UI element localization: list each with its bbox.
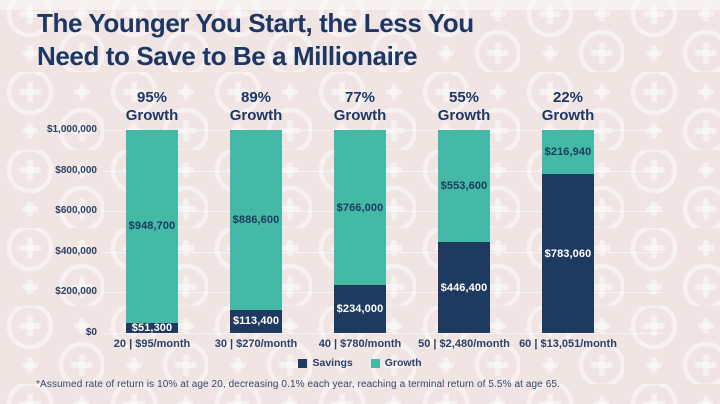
bar-segment-savings: $51,300 bbox=[126, 321, 178, 334]
bar-columns: 95% Growth $948,700 $51,300 20 | $95/month 89… bbox=[100, 88, 620, 350]
stacked-bar: $216,940 $783,060 bbox=[542, 130, 594, 333]
x-axis-label: 60 | $13,051/month bbox=[519, 338, 617, 350]
y-axis-tick: $1,000,000 bbox=[46, 124, 97, 135]
legend-item-savings: Savings bbox=[298, 357, 353, 369]
x-axis-label: 20 | $95/month bbox=[113, 338, 191, 350]
growth-percent-header: 95% Growth bbox=[100, 88, 204, 130]
bar-segment-savings: $113,400 bbox=[230, 309, 282, 333]
growth-percent-value: 89% bbox=[240, 89, 272, 106]
bar-column: 95% Growth $948,700 $51,300 20 | $95/month bbox=[100, 88, 204, 350]
legend-swatch-savings bbox=[298, 358, 308, 368]
savings-value-label: $234,000 bbox=[336, 303, 384, 316]
y-axis-tick: $200,000 bbox=[55, 286, 97, 298]
growth-word: Growth bbox=[437, 107, 491, 124]
bar-segment-growth: $216,940 bbox=[542, 130, 594, 175]
growth-word: Growth bbox=[541, 107, 595, 124]
savings-value-label: $51,300 bbox=[131, 321, 173, 334]
savings-value-label: $783,060 bbox=[544, 247, 592, 260]
bar-column: 55% Growth $553,600 $446,400 50 | $2,480/mon… bbox=[412, 88, 516, 350]
footnote: *Assumed rate of return is 10% at age 20… bbox=[36, 379, 560, 390]
growth-percent-value: 22% bbox=[552, 89, 584, 106]
bar-segment-savings: $234,000 bbox=[334, 285, 386, 333]
bar-segment-savings: $783,060 bbox=[542, 174, 594, 333]
growth-value-label: $553,600 bbox=[440, 180, 488, 193]
stacked-bar: $766,000 $234,000 bbox=[334, 130, 386, 333]
growth-percent-value: 55% bbox=[448, 89, 480, 106]
y-axis-tick: $600,000 bbox=[55, 205, 97, 217]
stacked-bar: $948,700 $51,300 bbox=[126, 130, 178, 334]
savings-value-label: $446,400 bbox=[440, 281, 488, 294]
page-title: The Younger You Start, the Less You Need… bbox=[37, 7, 474, 73]
legend-label: Savings bbox=[312, 357, 353, 369]
x-axis-label: 40 | $780/month bbox=[318, 338, 402, 350]
bar-segment-growth: $766,000 bbox=[334, 130, 386, 286]
growth-value-label: $216,940 bbox=[544, 146, 592, 159]
growth-value-label: $886,600 bbox=[232, 213, 280, 226]
growth-percent-header: 89% Growth bbox=[204, 88, 308, 130]
legend: Savings Growth bbox=[0, 357, 720, 369]
legend-item-growth: Growth bbox=[370, 357, 422, 369]
stacked-bar: $553,600 $446,400 bbox=[438, 130, 490, 333]
growth-word: Growth bbox=[125, 107, 179, 124]
y-axis-tick: $400,000 bbox=[55, 245, 97, 257]
growth-percent-header: 55% Growth bbox=[412, 88, 516, 130]
y-axis-tick: $0 bbox=[85, 327, 97, 338]
growth-percent-header: 22% Growth bbox=[516, 88, 620, 130]
x-axis-label: 30 | $270/month bbox=[214, 338, 298, 350]
bar-segment-growth: $886,600 bbox=[230, 130, 282, 310]
growth-value-label: $948,700 bbox=[128, 220, 176, 233]
title-line-2: Need to Save to Be a Millionaire bbox=[37, 41, 418, 71]
legend-swatch-growth bbox=[370, 358, 380, 368]
growth-percent-value: 95% bbox=[136, 89, 168, 106]
growth-value-label: $766,000 bbox=[336, 201, 384, 214]
y-axis-tick: $800,000 bbox=[55, 164, 97, 176]
top-light-band bbox=[0, 0, 720, 10]
x-axis-label: 50 | $2,480/month bbox=[418, 338, 510, 350]
growth-percent-value: 77% bbox=[344, 89, 376, 106]
bar-segment-growth: $948,700 bbox=[126, 130, 178, 323]
bar-segment-growth: $553,600 bbox=[438, 130, 490, 243]
growth-percent-header: 77% Growth bbox=[308, 88, 412, 130]
growth-word: Growth bbox=[333, 107, 387, 124]
stacked-bar: $886,600 $113,400 bbox=[230, 130, 282, 333]
savings-value-label: $113,400 bbox=[232, 315, 280, 328]
growth-word: Growth bbox=[229, 107, 283, 124]
title-line-1: The Younger You Start, the Less You bbox=[37, 8, 474, 38]
bar-column: 89% Growth $886,600 $113,400 30 | $270/month bbox=[204, 88, 308, 350]
gridline bbox=[103, 333, 663, 334]
legend-label: Growth bbox=[384, 357, 422, 369]
bar-segment-savings: $446,400 bbox=[438, 242, 490, 333]
bar-column: 22% Growth $216,940 $783,060 60 | $13,051/mo… bbox=[516, 88, 620, 350]
bar-column: 77% Growth $766,000 $234,000 40 | $780/month bbox=[308, 88, 412, 350]
